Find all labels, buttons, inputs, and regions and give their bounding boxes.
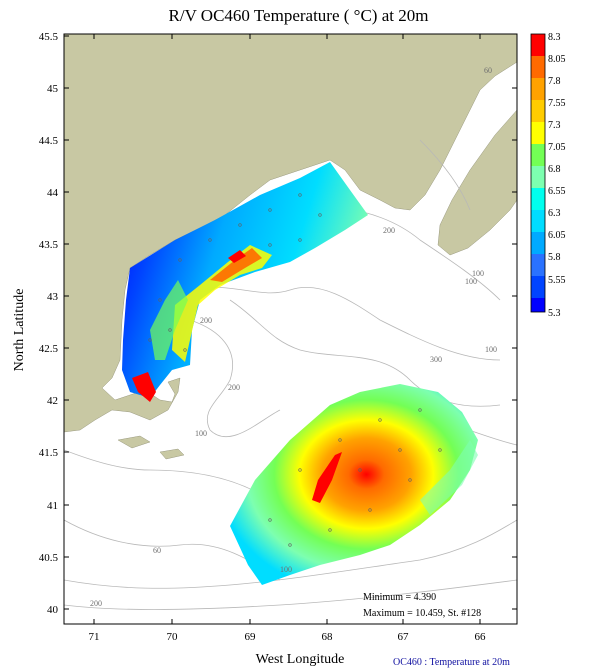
minimum-text: Minimum = 4.390 bbox=[363, 592, 437, 603]
lon-tick-label: 70 bbox=[167, 631, 179, 643]
colorbar-swatch bbox=[531, 210, 545, 232]
colorbar-label: 7.55 bbox=[548, 98, 566, 109]
lon-tick-label: 71 bbox=[89, 631, 100, 643]
colorbar-swatch bbox=[531, 122, 545, 144]
lat-tick-label: 45 bbox=[47, 83, 59, 95]
lon-tick-label: 69 bbox=[245, 631, 257, 643]
colorbar-swatch bbox=[531, 188, 545, 210]
lon-tick-label: 67 bbox=[398, 631, 410, 643]
colorbar-swatch bbox=[531, 100, 545, 122]
colorbar-swatch bbox=[531, 276, 545, 298]
colorbar-swatch bbox=[531, 56, 545, 78]
colorbar-swatch bbox=[531, 298, 545, 312]
depth-label: 200 bbox=[383, 226, 395, 235]
colorbar-label: 8.3 bbox=[548, 32, 561, 43]
colorbar-swatch bbox=[531, 254, 545, 276]
colorbar-label: 6.8 bbox=[548, 164, 561, 175]
colorbar-label: 7.05 bbox=[548, 142, 566, 153]
colorbar-label: 5.8 bbox=[548, 252, 561, 263]
colorbar-label: 7.3 bbox=[548, 120, 561, 131]
lon-tick-marks bbox=[93, 34, 481, 624]
colorbar-swatch bbox=[531, 78, 545, 100]
colorbar-label: 5.3 bbox=[548, 308, 561, 319]
south-red-core bbox=[312, 452, 342, 503]
depth-label: 100 bbox=[280, 565, 292, 574]
lon-tick-label: 66 bbox=[475, 631, 487, 643]
colorbar-label: 6.3 bbox=[548, 208, 561, 219]
colorbar-swatch bbox=[531, 144, 545, 166]
colorbar-swatch bbox=[531, 232, 545, 254]
lat-tick-label: 41.5 bbox=[39, 447, 59, 459]
station-markers bbox=[148, 193, 442, 547]
north-warm-core bbox=[210, 248, 262, 282]
lat-tick-label: 42.5 bbox=[39, 343, 59, 355]
colorbar bbox=[530, 33, 546, 313]
maximum-text: Maximum = 10.459, St. #128 bbox=[363, 608, 482, 619]
south-temperature-region bbox=[230, 384, 478, 585]
cape-cod-warm bbox=[132, 372, 156, 402]
depth-label: 60 bbox=[153, 546, 161, 555]
plot-frame bbox=[63, 33, 518, 625]
lat-tick-label: 43.5 bbox=[39, 239, 59, 251]
north-hot-spot bbox=[228, 250, 246, 263]
north-green-band bbox=[150, 280, 188, 360]
colorbar-swatch bbox=[531, 34, 545, 56]
colorbar-label: 8.05 bbox=[548, 54, 566, 65]
lat-tick-label: 44.5 bbox=[39, 135, 59, 147]
depth-label: 200 bbox=[228, 383, 240, 392]
depth-label: 200 bbox=[200, 316, 212, 325]
lat-tick-label: 45.5 bbox=[39, 31, 59, 43]
north-warm-streak bbox=[172, 245, 272, 362]
lat-tick-marks bbox=[64, 35, 517, 610]
lat-tick-label: 41 bbox=[47, 500, 58, 512]
depth-label: 100 bbox=[485, 345, 497, 354]
depth-label: 60 bbox=[484, 66, 492, 75]
depth-label: 200 bbox=[90, 599, 102, 608]
depth-label: 300 bbox=[430, 355, 442, 364]
colorbar-label: 6.55 bbox=[548, 186, 566, 197]
depth-label: 100 bbox=[195, 429, 207, 438]
south-green-edge bbox=[420, 440, 478, 515]
land-nova-scotia bbox=[437, 109, 517, 256]
depth-label: 100 bbox=[465, 277, 477, 286]
land-marthas-vineyard bbox=[117, 435, 151, 449]
y-axis-label: North Latitude bbox=[12, 288, 27, 372]
map-title: R/V OC460 Temperature ( °C) at 20m bbox=[168, 6, 429, 25]
depth-label: 100 bbox=[472, 269, 484, 278]
lat-tick-label: 40 bbox=[47, 604, 59, 616]
land-nantucket bbox=[159, 448, 185, 460]
colorbar-label: 7.8 bbox=[548, 76, 561, 87]
caption-text: OC460 : Temperature at 20m bbox=[393, 657, 510, 668]
lon-tick-label: 68 bbox=[322, 631, 334, 643]
x-axis-label: West Longitude bbox=[255, 652, 345, 667]
colorbar-label: 5.55 bbox=[548, 275, 566, 286]
lat-tick-label: 43 bbox=[47, 291, 59, 303]
lat-tick-label: 40.5 bbox=[39, 552, 59, 564]
colorbar-label: 6.05 bbox=[548, 230, 566, 241]
colorbar-swatch bbox=[531, 166, 545, 188]
lat-tick-label: 44 bbox=[47, 187, 59, 199]
lat-tick-label: 42 bbox=[47, 395, 58, 407]
